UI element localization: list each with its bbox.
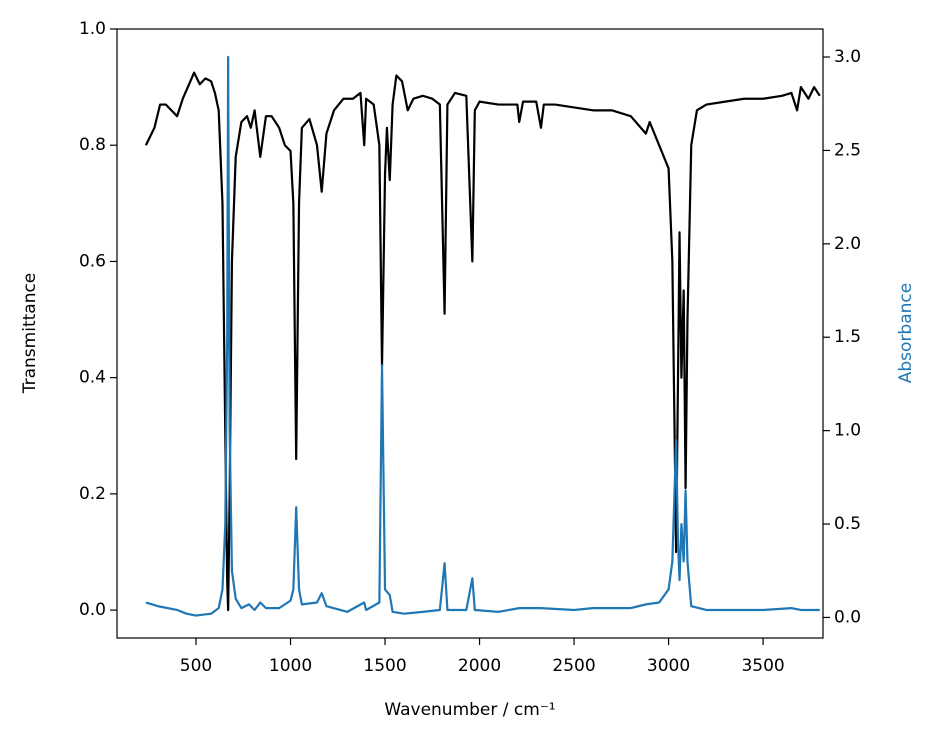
y-tick-label: 0.8	[79, 135, 106, 155]
x-axis-label: Wavenumber / cm⁻¹	[384, 700, 555, 720]
x-tick-label: 3000	[647, 656, 690, 676]
y2-tick-label: 1.5	[834, 327, 861, 347]
spectrum-line	[145, 55, 820, 617]
y2-axis-label: Absorbance	[896, 283, 916, 383]
y2-tick-label: 2.5	[834, 140, 861, 160]
x-tick-label: 1000	[269, 656, 312, 676]
y2-tick-label: 0.5	[834, 514, 861, 534]
y2-tick-label: 1.0	[834, 421, 861, 441]
y-tick-label: 0.2	[79, 484, 106, 504]
y-tick-label: 1.0	[79, 19, 106, 39]
y-tick-label: 0.0	[79, 600, 106, 620]
plot-frame	[116, 28, 824, 639]
x-tick-label: 1500	[363, 656, 406, 676]
y-tick-label: 0.6	[79, 251, 106, 271]
y-tick-label: 0.4	[79, 368, 106, 388]
y-axis-label: Transmittance	[20, 273, 40, 395]
x-tick-label: 500	[180, 656, 212, 676]
spectrum-line	[144, 71, 821, 612]
y2-tick-label: 3.0	[834, 47, 861, 67]
y2-tick-label: 2.0	[834, 234, 861, 254]
y2-tick-label: 0.0	[834, 607, 861, 627]
x-tick-label: 2500	[552, 656, 595, 676]
x-tick-label: 3500	[741, 656, 784, 676]
x-tick-label: 2000	[458, 656, 501, 676]
